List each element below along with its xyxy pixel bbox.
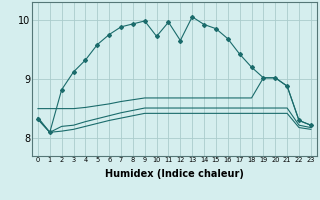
X-axis label: Humidex (Indice chaleur): Humidex (Indice chaleur): [105, 169, 244, 179]
